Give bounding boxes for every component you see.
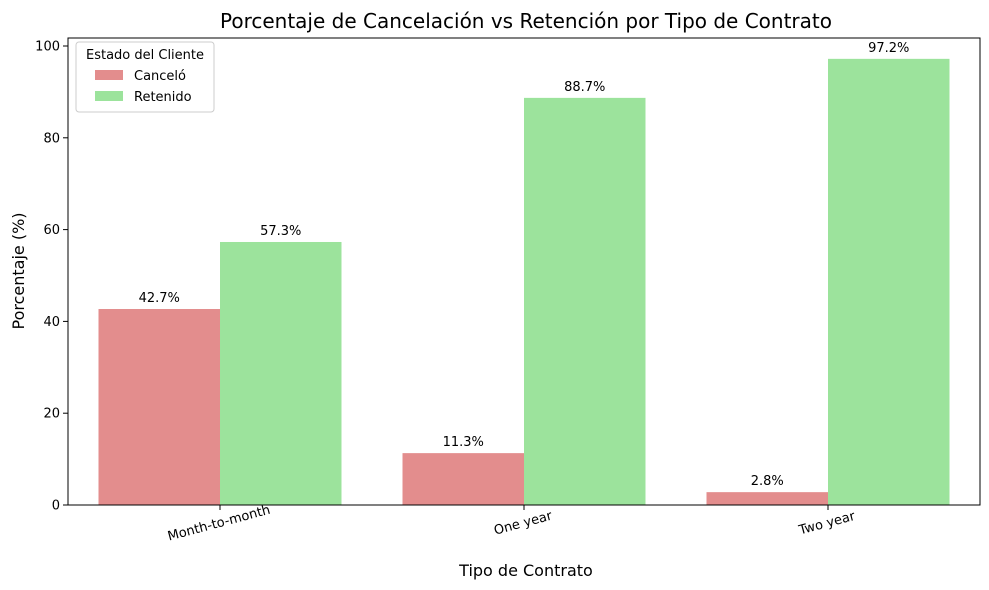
legend-label-retenido: Retenido xyxy=(134,90,192,105)
bar-cancelo-month-to-month xyxy=(98,309,220,505)
data-label-retenido-month-to-month: 57.3% xyxy=(260,224,301,239)
data-label-cancelo-one-year: 11.3% xyxy=(443,435,484,450)
x-tick-label-one-year: One year xyxy=(492,508,554,538)
y-tick-label-100: 100 xyxy=(35,40,60,55)
y-axis-label: Porcentaje (%) xyxy=(9,212,28,329)
data-labels-group: 42.7% 57.3% 11.3% 88.7% 2.8% 97.2% xyxy=(139,41,910,489)
bar-cancelo-one-year xyxy=(402,453,524,505)
legend-swatch-retenido xyxy=(95,91,123,101)
x-tick-label-two-year: Two year xyxy=(796,509,857,539)
legend-swatch-cancelo xyxy=(95,70,123,80)
plot-frame xyxy=(67,37,981,506)
y-tick-label-20: 20 xyxy=(43,407,60,422)
x-tick-label-month-to-month: Month-to-month xyxy=(166,503,272,545)
data-label-retenido-one-year: 88.7% xyxy=(564,80,605,95)
data-label-retenido-two-year: 97.2% xyxy=(868,41,909,56)
data-label-cancelo-month-to-month: 42.7% xyxy=(139,291,180,306)
bar-retenido-one-year xyxy=(524,97,646,505)
y-tick-label-80: 80 xyxy=(43,131,60,146)
y-tick-label-40: 40 xyxy=(43,315,60,330)
y-tick-label-0: 0 xyxy=(52,499,60,514)
chart-title: Porcentaje de Cancelación vs Retención p… xyxy=(220,9,832,33)
legend-title: Estado del Cliente xyxy=(86,48,204,63)
data-label-cancelo-two-year: 2.8% xyxy=(751,474,784,489)
legend-label-cancelo: Canceló xyxy=(134,69,186,84)
x-axis-label: Tipo de Contrato xyxy=(458,561,593,580)
y-axis: 0 20 40 60 80 100 xyxy=(35,40,68,514)
legend: Estado del Cliente Canceló Retenido xyxy=(75,41,215,113)
bar-retenido-month-to-month xyxy=(220,241,342,506)
bar-cancelo-two-year xyxy=(706,492,828,505)
y-tick-label-60: 60 xyxy=(43,223,60,238)
bar-retenido-two-year xyxy=(828,58,950,506)
bars-group xyxy=(98,58,950,506)
x-axis: Month-to-month One year Two year xyxy=(166,503,857,545)
